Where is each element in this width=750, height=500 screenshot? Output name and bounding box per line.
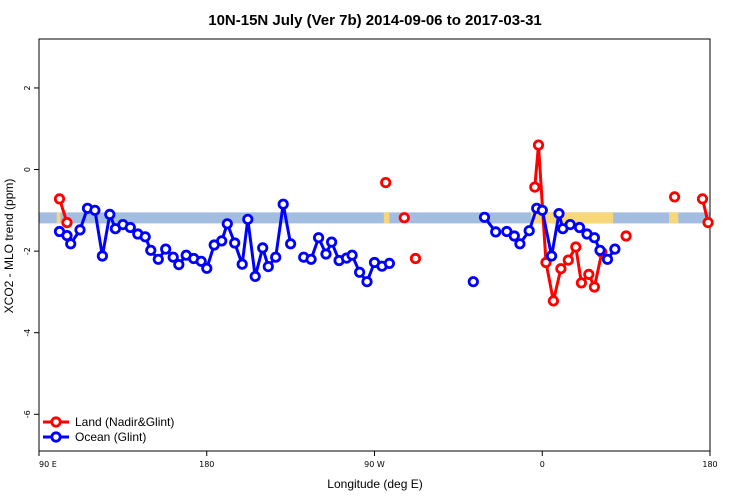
data-point-ocean: [312, 232, 325, 244]
data-point-land: [620, 230, 632, 242]
data-point-ocean: [325, 236, 338, 248]
data-point-ocean: [478, 211, 491, 223]
data-point-ocean: [536, 204, 548, 216]
data-point-ocean: [74, 224, 86, 236]
y-tick-label: -2: [23, 247, 32, 255]
plot-border: [38, 38, 711, 452]
land-band-segment: [56, 212, 61, 224]
series-ocean-line: [506, 206, 617, 261]
y-tick-label: -4: [23, 329, 32, 337]
data-point-ocean: [152, 253, 164, 265]
series-ocean: [53, 198, 621, 288]
x-tick-label: 0: [540, 460, 545, 469]
legend-land-label: Land (Nadir&Glint): [75, 415, 174, 429]
plot-frame: [38, 38, 711, 452]
data-point-ocean: [305, 253, 317, 265]
data-point-ocean: [523, 225, 535, 237]
data-point-ocean: [353, 266, 366, 278]
data-point-ocean: [361, 276, 373, 288]
data-point-land: [570, 241, 582, 253]
y-tick-label: 0: [23, 167, 32, 172]
data-point-ocean: [195, 255, 207, 267]
data-point-ocean: [229, 237, 241, 249]
y-tick-label: 2: [23, 85, 32, 90]
legend: Land (Nadir&Glint) Ocean (Glint): [43, 415, 174, 444]
data-point-ocean: [262, 260, 274, 273]
data-point-ocean: [320, 248, 332, 260]
data-point-land: [555, 263, 567, 275]
data-point-land: [547, 295, 560, 307]
land-band-segment: [383, 212, 390, 224]
reference-band: [39, 212, 710, 224]
data-point-ocean: [490, 226, 502, 238]
y-tick-label: -6: [23, 410, 32, 418]
data-point-land: [540, 256, 552, 269]
data-point-ocean: [242, 213, 254, 225]
data-point-land: [529, 181, 541, 193]
data-point-ocean: [573, 221, 586, 234]
data-point-ocean: [270, 251, 282, 263]
data-point-ocean: [514, 238, 526, 250]
data-point-ocean: [249, 270, 261, 282]
series-layer: [53, 139, 714, 307]
data-point-land: [532, 139, 545, 151]
data-point-ocean: [553, 208, 565, 220]
data-point-ocean: [545, 250, 558, 262]
data-point-ocean: [564, 219, 576, 231]
data-point-land: [409, 252, 422, 265]
data-point-ocean: [167, 251, 179, 263]
land-band-segment: [531, 212, 614, 224]
data-point-ocean: [89, 204, 101, 216]
data-point-ocean: [221, 218, 233, 230]
x-tick-label: 180: [702, 460, 717, 469]
data-point-land: [562, 254, 574, 266]
legend-ocean-label: Ocean (Glint): [75, 430, 146, 444]
data-point-land: [588, 281, 601, 293]
x-axis-label: Longitude (deg E): [327, 477, 422, 491]
data-point-ocean: [594, 244, 606, 256]
data-point-ocean: [216, 235, 228, 247]
data-point-ocean: [346, 249, 358, 261]
chart-title: 10N-15N July (Ver 7b) 2014-09-06 to 2017…: [208, 12, 542, 29]
data-point-land: [380, 177, 392, 189]
legend-ocean-marker: [50, 431, 62, 443]
data-point-ocean: [104, 208, 116, 220]
data-point-ocean: [257, 242, 269, 254]
data-point-land: [702, 217, 714, 229]
data-point-ocean: [139, 231, 151, 243]
y-axis-label: XCO2 - MLO trend (ppm): [2, 179, 16, 314]
data-point-ocean: [609, 243, 621, 255]
data-point-ocean: [277, 198, 289, 210]
x-tick-label: 180: [199, 460, 214, 469]
data-point-ocean: [65, 238, 77, 250]
data-point-land: [696, 193, 709, 205]
data-point-land: [61, 217, 73, 229]
data-point-land: [575, 277, 588, 289]
x-tick-label: 90 W: [364, 460, 385, 469]
data-point-ocean: [601, 253, 614, 265]
plot-background: [39, 212, 710, 224]
x-tick-label: 90 E: [39, 460, 57, 469]
x-axis: 90 E 180 90 W 0 180: [38, 451, 718, 469]
data-point-ocean: [236, 258, 248, 270]
data-point-land: [398, 212, 410, 224]
legend-land-marker: [50, 416, 62, 428]
data-point-ocean: [173, 258, 185, 271]
land-band-segment: [668, 212, 679, 224]
data-point-ocean: [467, 276, 479, 288]
data-point-ocean: [284, 238, 297, 250]
data-point-ocean: [96, 250, 109, 262]
data-point-ocean: [508, 230, 520, 242]
data-point-ocean: [588, 232, 601, 244]
data-point-ocean: [160, 243, 172, 255]
data-point-land: [583, 268, 595, 280]
data-point-ocean: [201, 262, 213, 274]
data-point-land: [53, 193, 66, 205]
data-point-ocean: [145, 244, 157, 256]
data-point-ocean: [124, 221, 136, 234]
data-point-land: [668, 191, 681, 203]
data-point-ocean: [383, 257, 395, 269]
y-axis: 2 0 -2 -4 -6: [23, 85, 39, 418]
